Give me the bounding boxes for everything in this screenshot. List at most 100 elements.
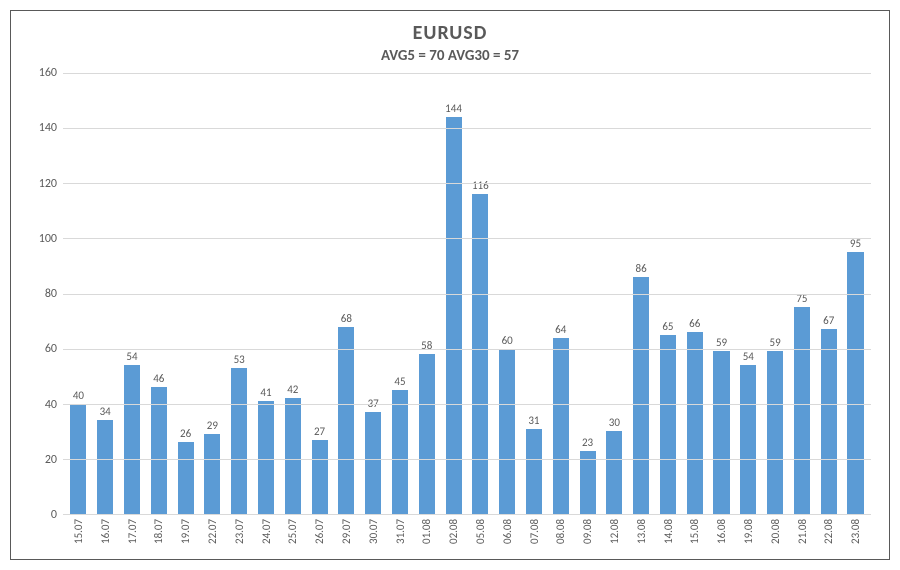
x-tick-label: 22.07 [199, 519, 226, 563]
y-tick-label: 140 [39, 121, 57, 135]
y-tick-label: 120 [39, 177, 57, 191]
chart-subtitle: AVG5 = 70 AVG30 = 57 [29, 47, 871, 65]
x-tick-label: 02.08 [440, 519, 467, 563]
bar-value-label: 67 [823, 314, 834, 327]
gridline [63, 459, 871, 460]
bar [312, 440, 328, 514]
chart-title: EURUSD [29, 21, 871, 45]
bar [687, 332, 703, 514]
bar-value-label: 40 [73, 389, 84, 402]
bar-value-label: 29 [207, 419, 218, 432]
bar-value-label: 66 [689, 317, 700, 330]
x-tick-label: 08.08 [547, 519, 574, 563]
bar-value-label: 54 [743, 350, 754, 363]
bar [446, 117, 462, 514]
x-axis-labels: 15.0716.0717.0718.0719.0722.0723.0724.07… [63, 515, 871, 563]
bar-value-label: 30 [609, 416, 620, 429]
bar [365, 412, 381, 514]
x-tick-label: 25.07 [279, 519, 306, 563]
x-tick-label: 15.07 [65, 519, 92, 563]
bar-value-label: 45 [394, 375, 405, 388]
bar [660, 335, 676, 514]
x-tick-label: 09.08 [574, 519, 601, 563]
x-tick-label: 18.07 [145, 519, 172, 563]
bar-value-label: 65 [662, 320, 673, 333]
x-tick-label: 01.08 [413, 519, 440, 563]
x-tick-label: 22.08 [815, 519, 842, 563]
bar-value-label: 31 [528, 414, 539, 427]
bar [124, 365, 140, 514]
bar [713, 351, 729, 514]
gridline [63, 128, 871, 129]
bar-value-label: 46 [153, 372, 164, 385]
x-tick-label: 23.08 [842, 519, 869, 563]
x-tick-label: 31.07 [387, 519, 414, 563]
bar-value-label: 68 [341, 312, 352, 325]
bar [606, 431, 622, 514]
bar-value-label: 54 [126, 350, 137, 363]
bar-value-label: 23 [582, 436, 593, 449]
y-tick-label: 0 [51, 508, 57, 522]
bar-value-label: 53 [234, 353, 245, 366]
gridline [63, 349, 871, 350]
bar [580, 451, 596, 514]
bar-value-label: 59 [770, 336, 781, 349]
bar [633, 277, 649, 514]
plot-area: 020406080100120140160 403454462629534142… [29, 73, 871, 515]
x-tick-label: 16.08 [708, 519, 735, 563]
x-tick-label: 13.08 [628, 519, 655, 563]
gridline [63, 73, 871, 74]
bar [821, 329, 837, 514]
x-tick-label: 15.08 [681, 519, 708, 563]
bar-value-label: 58 [421, 339, 432, 352]
x-tick-label: 23.07 [226, 519, 253, 563]
x-tick-label: 30.07 [360, 519, 387, 563]
bar [338, 327, 354, 514]
bar [472, 194, 488, 514]
bar [794, 307, 810, 514]
bar-value-label: 60 [502, 334, 513, 347]
chart-frame: EURUSD AVG5 = 70 AVG30 = 57 020406080100… [10, 10, 890, 560]
x-tick-label: 05.08 [467, 519, 494, 563]
gridline [63, 404, 871, 405]
x-tick-label: 24.07 [253, 519, 280, 563]
bar [419, 354, 435, 514]
bar [258, 401, 274, 514]
x-tick-label: 07.08 [521, 519, 548, 563]
gridline [63, 183, 871, 184]
gridline [63, 294, 871, 295]
x-tick-label: 20.08 [762, 519, 789, 563]
bar [97, 420, 113, 514]
bar [847, 252, 863, 514]
x-tick-label: 14.08 [655, 519, 682, 563]
x-tick-label: 19.07 [172, 519, 199, 563]
y-tick-label: 40 [45, 398, 57, 412]
x-tick-label: 29.07 [333, 519, 360, 563]
y-tick-label: 60 [45, 342, 57, 356]
bar-value-label: 34 [100, 405, 111, 418]
bar [499, 349, 515, 514]
y-tick-label: 160 [39, 66, 57, 80]
bar [204, 434, 220, 514]
bar [178, 442, 194, 514]
bar-value-label: 59 [716, 336, 727, 349]
bar [740, 365, 756, 514]
y-axis: 020406080100120140160 [29, 73, 63, 515]
y-tick-label: 80 [45, 287, 57, 301]
x-tick-label: 17.07 [119, 519, 146, 563]
bar [767, 351, 783, 514]
bar-value-label: 41 [260, 386, 271, 399]
y-tick-label: 100 [39, 232, 57, 246]
bar-value-label: 27 [314, 425, 325, 438]
bar [151, 387, 167, 514]
bar [285, 398, 301, 514]
bar [231, 368, 247, 514]
x-tick-label: 06.08 [494, 519, 521, 563]
plot: 4034544626295341422768374558144116603164… [63, 73, 871, 515]
bar-value-label: 116 [472, 179, 489, 192]
x-tick-label: 21.08 [789, 519, 816, 563]
bar-value-label: 86 [636, 262, 647, 275]
x-tick-label: 26.07 [306, 519, 333, 563]
bar [553, 338, 569, 514]
bar-value-label: 144 [445, 102, 462, 115]
